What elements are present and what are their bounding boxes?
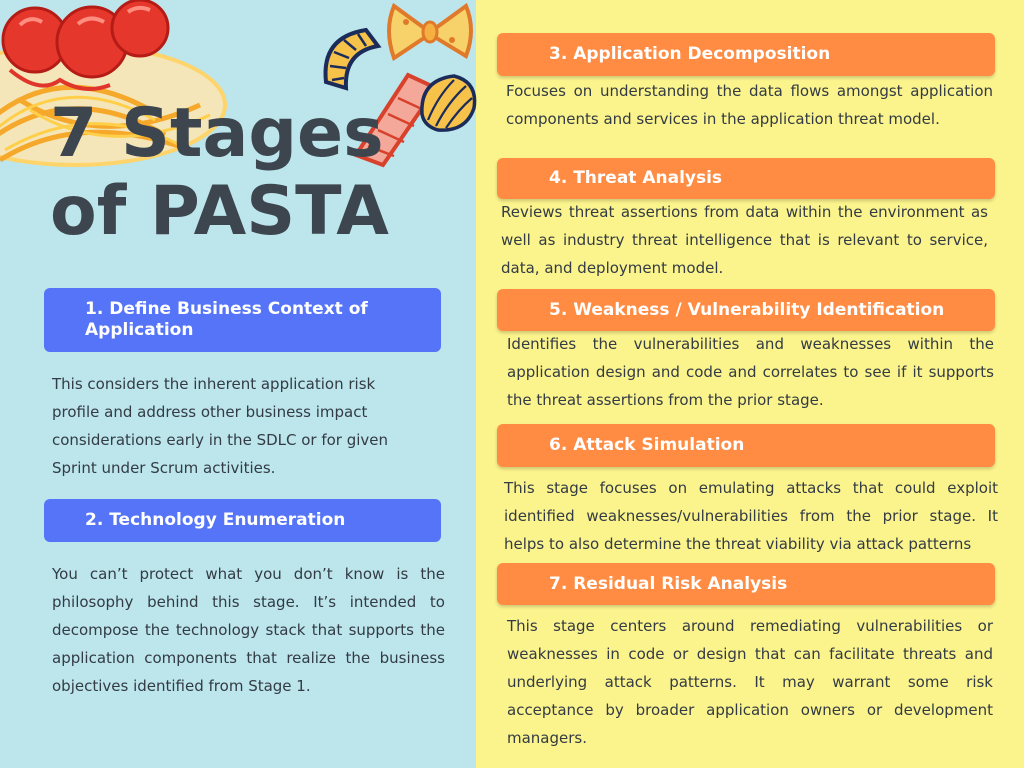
macaroni-icon	[323, 27, 382, 91]
stage-1-description: This considers the inherent application …	[52, 375, 389, 477]
farfalle-icon	[387, 2, 473, 62]
stage-3-description: Focuses on understanding the data flows …	[506, 82, 993, 128]
stage-2-heading-bar: 2. Technology Enumeration	[44, 499, 441, 542]
penne-icon	[352, 72, 439, 168]
stage-2-heading: 2. Technology Enumeration	[85, 510, 346, 530]
stage-1-heading-bar: 1. Define Business Context of Applicatio…	[44, 288, 441, 352]
stage-2-description: You can’t protect what you don’t know is…	[52, 565, 445, 695]
stage-4-description: Reviews threat assertions from data with…	[501, 203, 988, 277]
title-line-2: of PASTA	[50, 172, 389, 251]
stage-5-heading: 5. Weakness / Vulnerability Identificati…	[549, 299, 945, 320]
title-line-1: 7 Stages	[50, 94, 384, 173]
shell-pasta-icon	[420, 74, 477, 132]
spaghetti-meatballs-icon	[0, 0, 227, 167]
stage-5-heading-bar: 5. Weakness / Vulnerability Identificati…	[497, 289, 995, 331]
stage-7-heading: 7. Residual Risk Analysis	[549, 573, 788, 594]
stage-3-heading-bar: 3. Application Decomposition	[497, 33, 995, 76]
stage-1-heading: 1. Define Business Context of Applicatio…	[85, 299, 368, 340]
right-panel	[387, 0, 1024, 768]
left-panel	[0, 0, 476, 768]
stage-3-heading: 3. Application Decomposition	[549, 44, 831, 64]
stage-6-heading: 6. Attack Simulation	[549, 435, 745, 455]
stage-7-heading-bar: 7. Residual Risk Analysis	[497, 563, 995, 605]
stage-6-heading-bar: 6. Attack Simulation	[497, 424, 995, 467]
stage-4-heading-bar: 4. Threat Analysis	[497, 158, 995, 199]
stage-7-description: This stage centers around remediating vu…	[507, 617, 993, 747]
stage-4-heading: 4. Threat Analysis	[549, 168, 723, 188]
stage-5-description: Identifies the vulnerabilities and weakn…	[507, 335, 994, 409]
stage-6-description: This stage focuses on emulating attacks …	[504, 479, 998, 553]
